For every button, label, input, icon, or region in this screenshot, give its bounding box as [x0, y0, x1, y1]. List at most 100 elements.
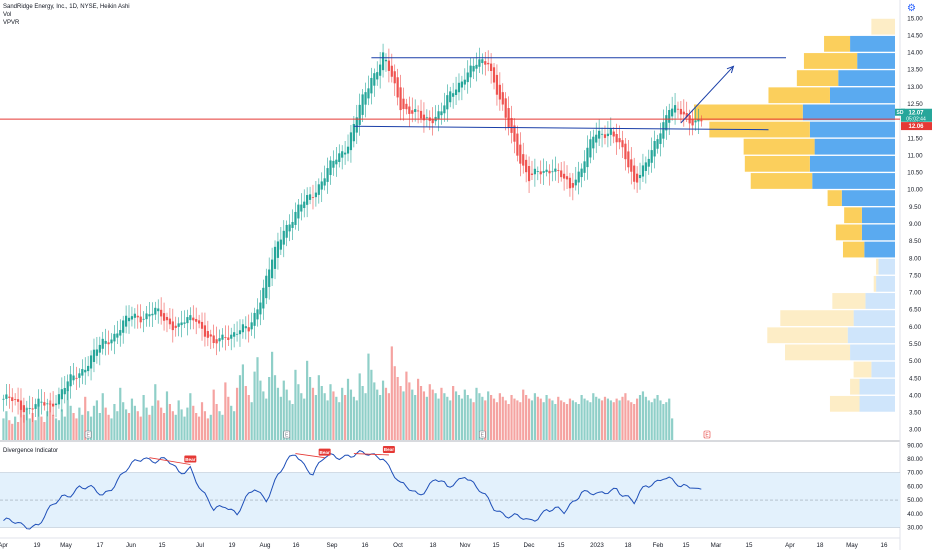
candle-body: [381, 52, 385, 71]
volume-bar: [568, 398, 572, 440]
volume-bar: [490, 395, 493, 440]
volume-bar: [162, 413, 166, 440]
candle-body: [215, 339, 218, 344]
candle-body: [98, 344, 101, 353]
volume-profile-down-bar: [768, 87, 830, 104]
volume-bar: [262, 391, 265, 440]
candle-body: [218, 338, 221, 342]
bear-label-box: [184, 455, 197, 463]
volume-bar: [165, 391, 169, 440]
price-line-value: 12.06: [908, 124, 924, 130]
bear-divergence-line: [295, 453, 325, 459]
candle-body: [317, 184, 320, 195]
volume-bar: [92, 405, 96, 440]
oscillator-tick-label: 50.00: [907, 497, 923, 504]
candle-body: [16, 399, 20, 402]
volume-bar: [492, 398, 496, 440]
price-tick-label: 14.00: [907, 50, 923, 57]
candle-body: [78, 373, 81, 378]
volume-bar: [355, 400, 358, 440]
volume-bar: [618, 400, 621, 440]
candle-body: [463, 79, 466, 85]
volume-profile-down-bar: [832, 293, 866, 309]
candle-body: [300, 204, 303, 212]
candle-body: [332, 160, 335, 168]
volume-bar: [396, 377, 399, 440]
candle-body: [233, 332, 236, 337]
candle-body: [66, 381, 69, 392]
volume-bar: [227, 396, 230, 440]
bear-label: Bear: [320, 450, 330, 455]
oscillator-tick-label: 30.00: [907, 524, 923, 531]
volume-bar: [390, 346, 393, 440]
scale-settings-icon[interactable]: ⚙: [907, 3, 916, 14]
volume-bar: [241, 364, 244, 440]
volume-bar: [422, 391, 426, 440]
candle-body: [192, 317, 195, 321]
earnings-marker: [84, 430, 92, 439]
candle-body: [119, 330, 122, 336]
volume-bar: [148, 414, 151, 440]
bear-label: Bear: [185, 457, 195, 462]
volume-bar: [589, 402, 592, 440]
price-tick-label: 4.00: [909, 392, 922, 399]
volume-bar: [256, 357, 259, 440]
candle-body: [437, 111, 440, 120]
candle-body: [14, 399, 17, 400]
time-tick-label: Jun: [126, 542, 137, 549]
volume-profile-up-bar: [802, 104, 895, 121]
candle-body: [209, 334, 212, 337]
candle-body: [472, 65, 475, 72]
candle-body: [393, 71, 396, 84]
candle-body: [612, 131, 615, 137]
time-tick-label: 19: [34, 542, 41, 549]
candle-body: [198, 320, 201, 324]
candle-body: [314, 192, 317, 198]
candle-body: [367, 88, 370, 99]
time-tick-label: Apr: [0, 542, 8, 549]
earnings-marker: [479, 430, 486, 439]
time-tick-label: May: [846, 542, 859, 549]
price-tick-label: 10.50: [907, 170, 923, 177]
candle-body: [586, 147, 589, 168]
candle-body: [279, 239, 282, 250]
volume-bar: [454, 391, 458, 440]
volume-bar: [522, 389, 525, 440]
earnings-marker-label: E: [481, 433, 485, 439]
volume-bar: [472, 402, 475, 440]
candle-body: [539, 171, 542, 175]
volume-bar: [364, 393, 367, 440]
candle-body: [320, 181, 323, 190]
candle-body: [484, 61, 487, 65]
volume-bar: [560, 400, 563, 440]
candle-body: [440, 111, 443, 116]
volume-bar: [498, 393, 501, 440]
volume-bar: [557, 396, 560, 440]
candle-body: [311, 197, 315, 198]
candle-body: [127, 317, 131, 322]
volume-bar: [122, 402, 125, 440]
candle-body: [405, 103, 408, 110]
arrow-head: [726, 65, 735, 74]
volume-bar: [650, 402, 653, 440]
volume-bar: [443, 393, 446, 440]
volume-bar: [288, 400, 291, 440]
volume-bar: [504, 400, 507, 440]
candle-body: [230, 334, 233, 339]
volume-bar: [145, 407, 148, 440]
volume-bar: [8, 420, 11, 440]
time-tick-label: 16: [293, 542, 300, 549]
candle-body: [574, 179, 577, 186]
oscillator-tick-label: 70.00: [907, 470, 923, 477]
time-tick-label: Dec: [523, 542, 534, 549]
price-tick-label: 11.00: [907, 152, 923, 159]
candle-body: [504, 98, 507, 118]
candle-body: [414, 109, 417, 112]
candle-body: [5, 394, 8, 399]
volume-bar: [200, 402, 204, 440]
candle-body: [162, 313, 166, 321]
bear-label: Bear: [384, 447, 394, 452]
volume-profile-down-bar: [743, 138, 815, 155]
volume-bar: [460, 398, 463, 440]
